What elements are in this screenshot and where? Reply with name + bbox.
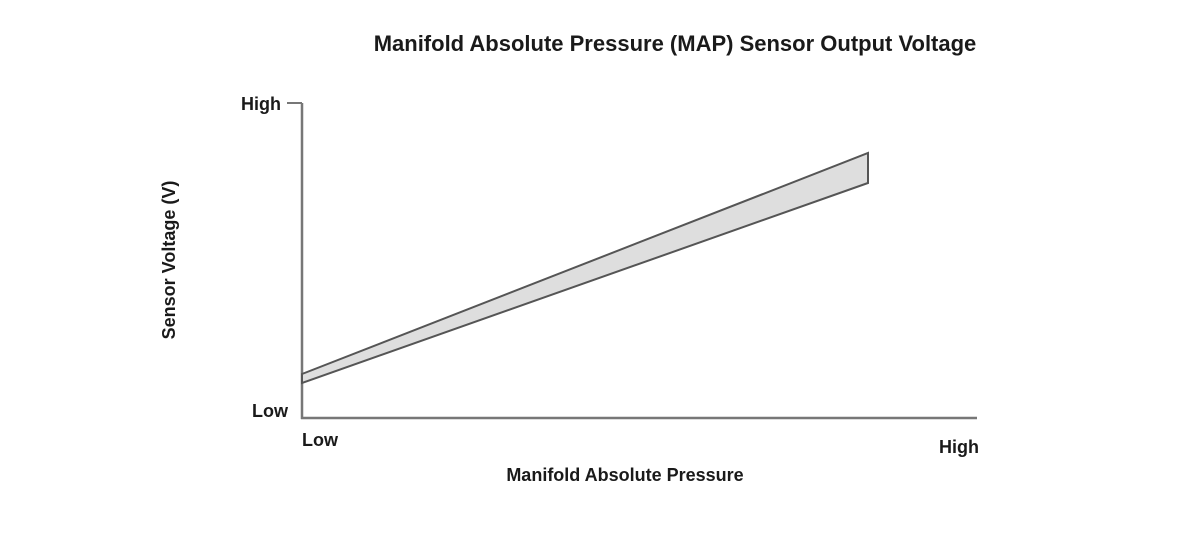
chart-title: Manifold Absolute Pressure (MAP) Sensor … xyxy=(374,31,977,56)
x-low-label: Low xyxy=(302,430,339,450)
y-high-label: High xyxy=(241,94,281,114)
y-low-label: Low xyxy=(252,401,289,421)
voltage-band xyxy=(301,151,869,385)
x-high-label: High xyxy=(939,437,979,457)
y-axis-title: Sensor Voltage (V) xyxy=(159,181,179,340)
x-axis-title: Manifold Absolute Pressure xyxy=(506,465,743,485)
